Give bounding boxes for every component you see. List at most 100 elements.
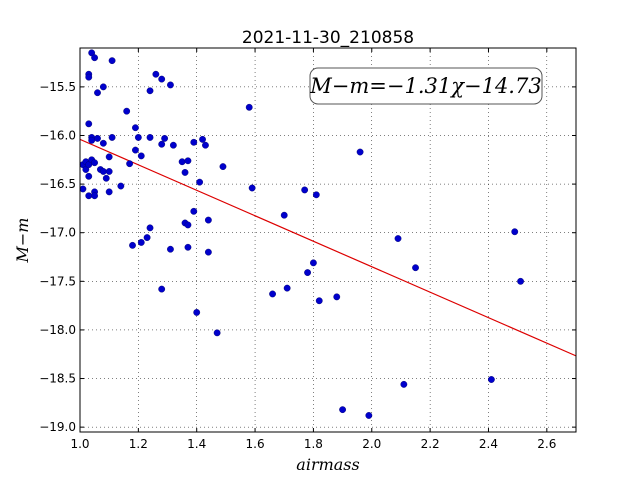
data-point — [137, 239, 145, 246]
data-point — [99, 168, 107, 175]
data-point — [517, 277, 524, 285]
data-point — [213, 329, 221, 337]
annotation-box — [309, 67, 543, 105]
data-point — [178, 158, 186, 166]
data-point — [365, 412, 373, 419]
y-tick-label: −18.0 — [39, 323, 76, 337]
data-point — [91, 192, 98, 200]
data-point — [99, 139, 107, 147]
data-point — [280, 211, 288, 219]
plot-area — [80, 48, 576, 432]
x-tick-label: 2.0 — [362, 437, 381, 451]
fit-annotation: M−m=−1.31χ−14.73 — [309, 67, 543, 105]
x-tick-label: 1.0 — [70, 437, 89, 451]
y-tick-label: −18.5 — [39, 372, 76, 386]
data-point — [301, 186, 309, 194]
data-point — [91, 159, 98, 167]
data-point — [129, 241, 136, 249]
data-point — [190, 207, 198, 215]
chart-title: 2021-11-30_210858 — [242, 28, 414, 48]
data-point — [105, 188, 113, 196]
data-point — [85, 120, 93, 128]
x-tick-label: 2.2 — [421, 437, 440, 451]
data-point — [99, 83, 107, 91]
data-point — [158, 140, 166, 148]
data-point — [94, 135, 101, 142]
data-point — [184, 221, 192, 229]
data-point — [169, 141, 177, 149]
data-point — [400, 380, 408, 388]
data-point — [193, 309, 201, 316]
data-point — [161, 135, 169, 142]
data-point — [85, 73, 93, 81]
y-axis-label: M−m — [13, 218, 32, 264]
data-point — [304, 269, 311, 276]
data-point — [487, 376, 495, 383]
fit-line — [79, 138, 577, 357]
y-tick-label: −15.5 — [39, 80, 76, 94]
data-point — [123, 107, 131, 115]
data-point — [79, 185, 87, 193]
data-point — [339, 406, 346, 414]
fit-layer — [79, 138, 577, 357]
plot-frame — [79, 47, 577, 433]
data-point — [105, 168, 113, 175]
x-tick-label: 1.8 — [304, 437, 323, 451]
annotation-text: M−m=−1.31χ−14.73 — [309, 74, 541, 98]
x-tick-label: 2.4 — [479, 437, 498, 451]
data-points — [79, 49, 524, 419]
data-point — [85, 192, 93, 200]
data-point — [152, 70, 160, 78]
data-point — [184, 157, 192, 165]
data-point — [132, 124, 139, 132]
x-axis-label: airmass — [296, 455, 359, 474]
data-point — [202, 141, 209, 149]
data-point — [102, 174, 110, 182]
data-point — [248, 184, 256, 192]
data-point — [315, 297, 323, 305]
data-point — [190, 138, 198, 146]
data-point — [219, 163, 227, 171]
data-point — [196, 178, 204, 186]
data-point — [245, 103, 253, 111]
data-point — [146, 87, 154, 95]
data-point — [146, 134, 154, 141]
x-tick-label: 1.4 — [187, 437, 206, 451]
data-point — [312, 191, 320, 199]
data-point — [108, 134, 116, 141]
data-point — [310, 259, 317, 267]
data-point — [105, 153, 113, 161]
data-point — [167, 245, 174, 253]
data-point — [283, 284, 291, 292]
data-point — [134, 134, 142, 141]
y-tick-label: −16.5 — [39, 177, 76, 191]
x-tick-label: 1.6 — [246, 437, 265, 451]
data-point — [91, 54, 98, 62]
data-point — [181, 169, 189, 176]
ticks: 1.0 1.2 1.4 1.6 1.8 2.0 2.2 2.4 2.6 −15.5 −16.0 −16… — [39, 48, 576, 451]
data-point — [333, 293, 341, 301]
data-point — [132, 146, 139, 154]
data-point — [117, 182, 125, 190]
data-point — [412, 264, 419, 272]
y-tick-label: −19.0 — [39, 420, 76, 434]
data-point — [269, 290, 276, 298]
y-tick-label: −17.0 — [39, 226, 76, 240]
data-point — [146, 224, 154, 232]
data-point — [356, 148, 364, 156]
data-point — [204, 248, 212, 256]
data-point — [204, 216, 212, 224]
data-point — [108, 57, 116, 65]
x-tick-label: 1.2 — [129, 437, 148, 451]
data-point — [511, 228, 519, 236]
data-point — [137, 152, 145, 160]
data-point — [88, 136, 96, 144]
data-point — [158, 285, 166, 293]
data-point — [167, 81, 174, 89]
data-point — [199, 135, 206, 143]
data-point — [184, 243, 192, 251]
y-tick-label: −17.5 — [39, 274, 76, 288]
grid — [79, 48, 576, 432]
x-tick-label: 2.6 — [537, 437, 556, 451]
